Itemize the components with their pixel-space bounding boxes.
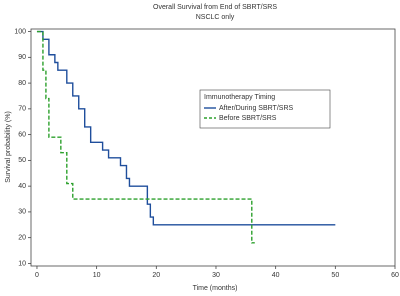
x-tick-label: 20	[152, 272, 160, 279]
survival-curve	[36, 30, 255, 244]
x-tick-label: 40	[272, 272, 280, 279]
x-tick-label: 60	[391, 272, 399, 279]
chart-title: Overall Survival from End of SBRT/SRS	[153, 4, 277, 11]
y-axis-label: Survival probability (%)	[5, 111, 12, 183]
y-tick-label: 60	[18, 131, 26, 138]
legend-label: Before SBRT/SRS	[219, 115, 277, 122]
x-tick-label: 0	[35, 272, 39, 279]
chart-subtitle: NSCLC only	[196, 14, 235, 21]
y-tick-label: 70	[18, 106, 26, 113]
y-tick-label: 90	[18, 54, 26, 61]
y-tick-label: 100	[14, 28, 26, 35]
y-tick-label: 50	[18, 157, 26, 164]
x-tick-label: 30	[212, 272, 220, 279]
y-tick-label: 40	[18, 183, 26, 190]
legend-box	[199, 89, 331, 129]
survival-curve	[36, 30, 336, 226]
plot-frame	[30, 28, 396, 267]
y-tick-label: 20	[18, 235, 26, 242]
x-tick-label: 50	[331, 272, 339, 279]
legend-title: Immunotherapy Timing	[204, 94, 275, 101]
x-tick-label: 10	[93, 272, 101, 279]
legend-label: After/During SBRT/SRS	[219, 105, 294, 112]
y-tick-label: 30	[18, 209, 26, 216]
y-tick-label: 80	[18, 80, 26, 87]
y-tick-label: 10	[18, 260, 26, 267]
x-axis-label: Time (months)	[193, 285, 238, 292]
